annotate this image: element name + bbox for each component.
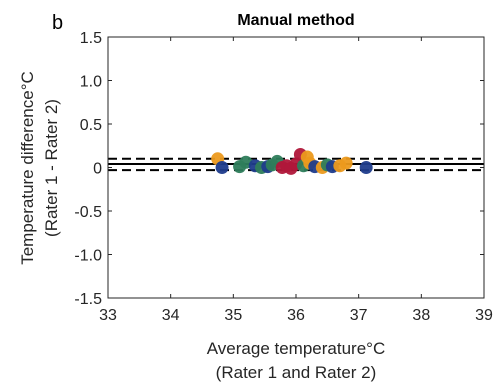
y-axis-label-line2: (Rater 1 - Rater 2) <box>42 99 61 237</box>
data-point <box>215 161 229 174</box>
panel-label: b <box>52 12 63 34</box>
y-tick-label: -1.0 <box>74 248 102 265</box>
x-tick-label: 33 <box>99 307 117 324</box>
data-points <box>211 147 373 175</box>
y-tick-label: 0.5 <box>80 117 102 134</box>
x-tick-label: 34 <box>162 307 180 324</box>
x-tick-label: 38 <box>412 307 430 324</box>
x-tick-label: 36 <box>287 307 305 324</box>
x-tick-label: 37 <box>350 307 368 324</box>
y-ticks: -1.5 -1.0 -0.5 0 0.5 1.0 1.5 <box>74 30 484 308</box>
y-tick-label: -1.5 <box>74 291 102 308</box>
x-tick-label: 39 <box>475 307 493 324</box>
y-tick-label: -0.5 <box>74 204 102 221</box>
x-tick-label: 35 <box>224 307 242 324</box>
y-tick-label: 1.0 <box>80 74 102 91</box>
data-point <box>359 161 373 174</box>
x-ticks: 33 34 35 36 37 38 39 <box>99 37 493 324</box>
y-tick-label: 1.5 <box>80 30 102 47</box>
chart-title: Manual method <box>237 12 354 29</box>
x-axis-label-line1: Average temperature°C <box>207 339 385 358</box>
x-axis-label-line2: (Rater 1 and Rater 2) <box>216 363 377 382</box>
y-tick-label: 0 <box>93 161 102 178</box>
y-axis-label-line1: Temperature difference°C <box>18 71 37 265</box>
data-point <box>339 156 353 170</box>
